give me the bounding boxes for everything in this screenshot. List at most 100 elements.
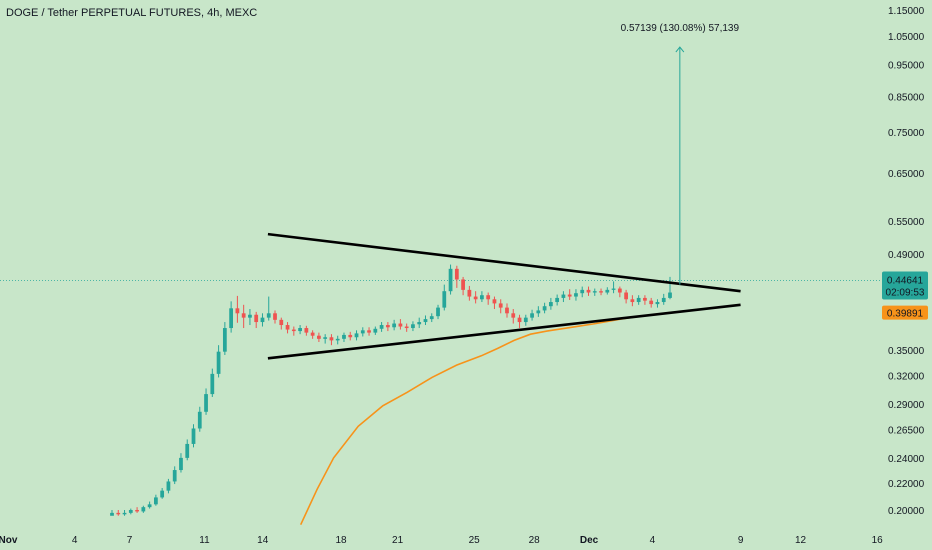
candle-body (298, 328, 302, 332)
y-tick-label: 0.75000 (888, 128, 925, 139)
candle-body (285, 325, 290, 330)
measurement-label: 0.57139 (130.08%) 57,139 (621, 23, 740, 34)
candle-body (649, 300, 654, 305)
axes-layer: 1.15000 1.05000 0.95000 0.85000 0.75000 0.650… (0, 6, 928, 546)
x-tick-label: 11 (199, 535, 210, 546)
y-tick-label: 0.24000 (888, 454, 925, 465)
candle-body (266, 313, 271, 318)
y-tick-label: 0.29000 (888, 400, 925, 411)
candle-body (248, 314, 252, 318)
current-price-badge (882, 271, 928, 300)
candle-body (166, 481, 171, 491)
y-tick-label: 0.35000 (888, 346, 925, 357)
chart-title: DOGE / Tether PERPETUAL FUTURES, 4h, MEX… (6, 7, 257, 19)
candle-body (454, 268, 459, 280)
y-tick-label: 0.85000 (888, 92, 925, 103)
y-tick-label: 0.22000 (888, 479, 925, 490)
candle-body (505, 307, 509, 314)
candle-body (448, 268, 453, 292)
candle-body (110, 512, 114, 516)
candle-body (661, 297, 666, 303)
candle-body (586, 289, 591, 293)
candle-body (329, 337, 334, 341)
candle-body (555, 297, 560, 303)
moving-average-line (299, 311, 671, 526)
candle-body (536, 310, 541, 314)
candle-body (429, 316, 434, 320)
candle-body (379, 325, 384, 329)
candle-body (617, 288, 622, 293)
candle-body (492, 299, 497, 304)
current-price-value: 0.44641 (887, 275, 924, 286)
candle-body (235, 308, 240, 314)
candle-body (511, 313, 516, 318)
candle-body (279, 319, 284, 326)
x-tick-label: 28 (529, 535, 541, 546)
candle-body (643, 297, 647, 301)
candle-body (304, 328, 309, 333)
candle-body (335, 338, 340, 341)
candle-body (310, 332, 315, 336)
candle-body (480, 295, 484, 300)
candle-body (461, 279, 465, 290)
current-price-countdown: 02:09:53 (886, 287, 925, 298)
candle-body (323, 337, 328, 339)
x-tick-label: 18 (335, 535, 347, 546)
candle-body (291, 329, 296, 332)
triangle-lower-line (267, 303, 741, 360)
candle-body (241, 313, 246, 318)
y-tick-label: 0.95000 (888, 61, 925, 72)
candle-body (273, 313, 277, 320)
candle-body (122, 512, 127, 515)
candle-body (260, 317, 265, 323)
candle-body (222, 328, 227, 352)
candle-body (185, 443, 190, 458)
candle-body (567, 294, 572, 297)
candle-body (561, 294, 566, 298)
candle-body (392, 323, 397, 328)
candle-body (542, 306, 547, 311)
y-tick-label: 0.65000 (888, 169, 925, 180)
candle-body (197, 411, 202, 429)
triangle-layer (267, 232, 741, 360)
candle-body (147, 504, 152, 508)
triangle-upper-line (267, 232, 741, 293)
candle-body (179, 457, 183, 471)
x-tick-label: 12 (795, 535, 807, 546)
x-tick-label: 14 (257, 535, 269, 546)
candle-body (360, 330, 365, 334)
candle-body (210, 373, 215, 395)
candle-body (191, 428, 196, 444)
candle-body (668, 292, 672, 298)
candle-body (417, 322, 422, 325)
candle-body (517, 317, 522, 323)
candle-body (373, 328, 378, 333)
x-tick-label: 4 (650, 535, 656, 546)
candle-body (473, 296, 478, 300)
candle-body (580, 289, 585, 294)
candle-body (141, 507, 146, 512)
candle-body (592, 291, 597, 293)
candle-body (160, 490, 165, 498)
candle-body (204, 394, 208, 412)
candle-body (116, 512, 121, 515)
candle-body (655, 302, 660, 305)
candle-body (317, 335, 321, 339)
candle-body (342, 334, 346, 339)
moving-average-badge (882, 305, 928, 320)
candle-body (530, 313, 534, 318)
candle-body (348, 334, 353, 338)
candle-body (354, 333, 359, 338)
moving-average-value: 0.39891 (887, 309, 924, 320)
candle-body (624, 292, 628, 300)
candle-body (523, 317, 528, 323)
candle-body (486, 295, 491, 300)
candles-layer (110, 264, 672, 516)
y-tick-label: 1.15000 (888, 6, 925, 17)
y-tick-label: 0.26500 (888, 426, 925, 437)
candle-body (574, 293, 578, 297)
measurement-layer: 0.57139 (130.08%) 57,139 (621, 23, 740, 285)
x-tick-label: Nov (0, 535, 18, 546)
y-tick-label: 0.20000 (888, 506, 925, 517)
